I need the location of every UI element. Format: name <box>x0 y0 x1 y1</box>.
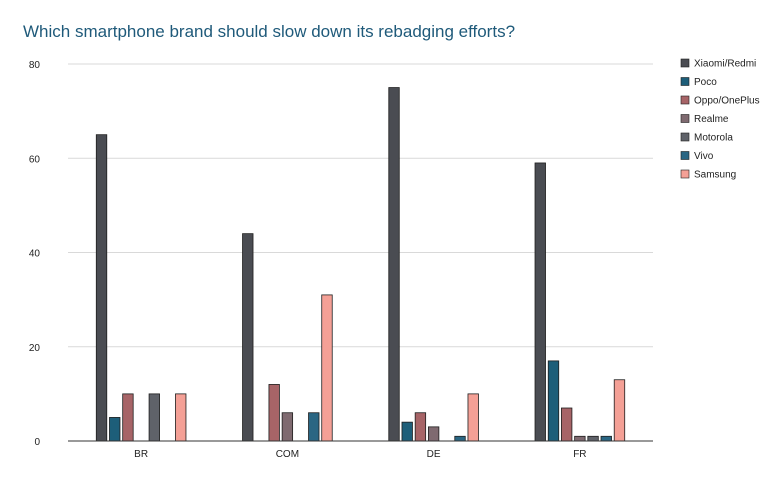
x-tick-label: BR <box>134 449 148 460</box>
bar-samsung-fr <box>613 379 626 442</box>
x-tick-label: FR <box>573 449 586 460</box>
bar-oppo-oneplus-fr <box>561 407 573 442</box>
legend-swatch <box>680 114 690 123</box>
legend-label: Oppo/OnePlus <box>694 96 760 107</box>
chart-title: Which smartphone brand should slow down … <box>23 22 516 41</box>
legend-label: Vivo <box>694 151 714 162</box>
legend-swatch <box>680 132 690 142</box>
bar-oppo-oneplus-com <box>268 384 280 442</box>
y-tick-label: 0 <box>34 437 40 448</box>
y-tick-label: 80 <box>29 60 41 71</box>
bar-xiaomi-redmi-com <box>242 233 254 442</box>
bar-vivo-de <box>454 435 466 442</box>
legend-swatch <box>680 151 690 160</box>
bar-xiaomi-redmi-de <box>388 87 400 442</box>
bar-vivo-com <box>308 412 320 442</box>
legend-swatch <box>680 95 690 105</box>
y-tick-label: 60 <box>29 154 41 165</box>
bar-xiaomi-redmi-br <box>95 134 108 442</box>
bar-samsung-de <box>467 393 479 442</box>
x-tick-label: COM <box>276 449 299 460</box>
x-tick-label: DE <box>427 449 441 460</box>
y-tick-label: 20 <box>29 343 41 354</box>
legend-swatch <box>680 77 690 86</box>
y-axis-ticks: 0 20 40 60 80 <box>29 60 41 448</box>
bar-oppo-oneplus-de <box>414 412 427 442</box>
legend-swatch <box>680 58 690 68</box>
bar-poco-br <box>109 417 121 442</box>
x-axis: BR COM DE FR <box>68 440 653 460</box>
bar-realme-fr <box>574 435 586 442</box>
y-tick-label: 40 <box>29 249 41 260</box>
legend-label: Realme <box>694 114 729 125</box>
bar-motorola-br <box>148 393 160 442</box>
bar-xiaomi-redmi-fr <box>534 162 546 442</box>
legend: Xiaomi/Redmi Poco Oppo/OnePlus Realme Motoro… <box>680 58 760 181</box>
legend-swatch <box>680 169 690 179</box>
legend-label: Motorola <box>694 133 733 144</box>
bar-vivo-fr <box>600 435 612 442</box>
legend-label: Poco <box>694 77 717 88</box>
bar-poco-de <box>401 421 413 442</box>
bar-samsung-com <box>321 294 333 442</box>
bar-samsung-br <box>175 393 187 442</box>
bar-oppo-oneplus-br <box>122 393 134 442</box>
bar-realme-com <box>281 412 294 442</box>
bar-poco-fr <box>547 360 560 442</box>
bars <box>95 87 626 442</box>
bar-motorola-fr <box>587 435 599 442</box>
gridlines <box>68 63 653 348</box>
legend-label: Samsung <box>694 170 736 181</box>
bar-realme-de <box>427 426 440 442</box>
legend-label: Xiaomi/Redmi <box>694 59 756 70</box>
